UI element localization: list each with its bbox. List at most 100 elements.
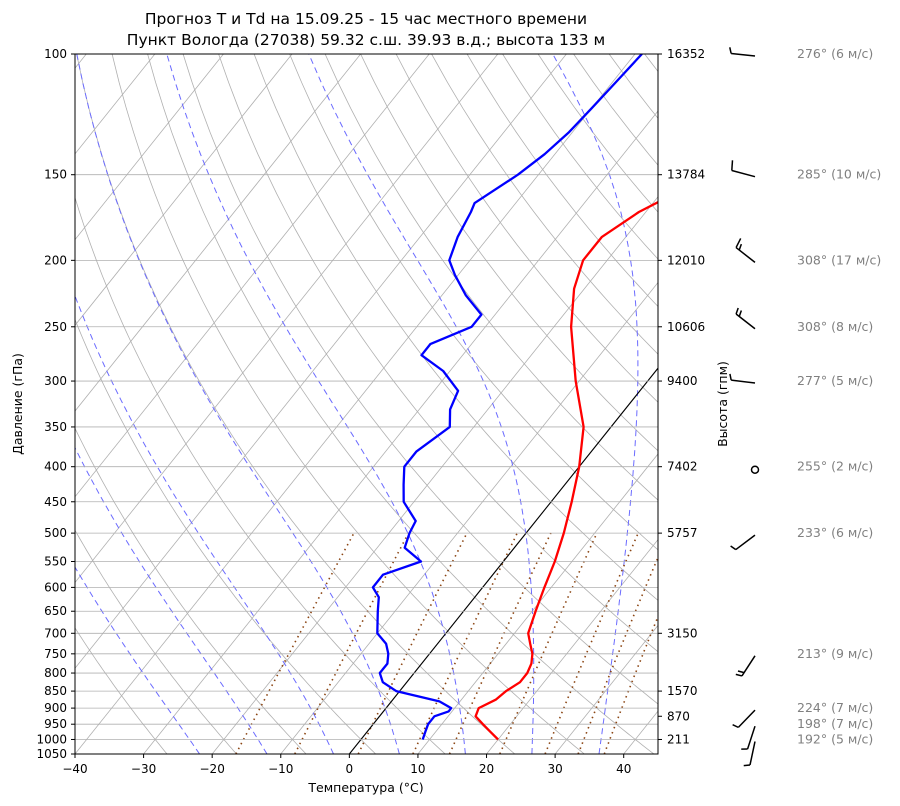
plot-frame bbox=[74, 53, 659, 755]
wind-label: 213° (9 м/с) bbox=[797, 646, 873, 661]
mixing-ratio-line bbox=[412, 532, 518, 754]
wind-barb bbox=[729, 47, 756, 57]
isotherm-line bbox=[554, 624, 658, 754]
dry-adiabat bbox=[111, 54, 585, 754]
y-tick-label: 300 bbox=[44, 374, 67, 388]
barb-feather bbox=[743, 764, 751, 767]
barb-staff bbox=[731, 169, 756, 178]
barb-feather bbox=[730, 545, 737, 551]
barb-feather bbox=[737, 670, 745, 674]
wind-barb bbox=[735, 238, 756, 263]
barb-feather bbox=[729, 47, 732, 54]
x-tick-label: 40 bbox=[616, 762, 631, 776]
wind-label: 198° (7 м/с) bbox=[797, 716, 873, 731]
wind-barb bbox=[743, 741, 756, 767]
barb-feather bbox=[735, 238, 742, 248]
y-tick-label: 350 bbox=[44, 420, 67, 434]
barb-feather bbox=[731, 160, 734, 171]
moist-adiabat bbox=[308, 54, 535, 754]
y-axis-label: Давление (гПа) bbox=[10, 353, 25, 455]
y-tick-label: 700 bbox=[44, 626, 67, 640]
barb-staff bbox=[749, 741, 756, 766]
height-axis: 16352 13784 12010 10606 9400 7402 5757 3150 1570… bbox=[658, 47, 705, 746]
barb-staff bbox=[735, 534, 756, 551]
x-axis: −40 −30 −20 −10 0 10 20 30 40 bbox=[62, 754, 631, 776]
zero-isotherm-line bbox=[348, 367, 658, 754]
height-tick-label: 870 bbox=[667, 709, 690, 723]
wind-barb bbox=[741, 725, 756, 750]
wind-barb bbox=[750, 465, 760, 474]
height-tick-label: 12010 bbox=[667, 253, 705, 267]
mixing-ratio-line bbox=[544, 532, 639, 754]
moist-adiabat bbox=[75, 446, 268, 754]
y-tick-label: 150 bbox=[44, 168, 67, 182]
barb-feather bbox=[735, 673, 743, 677]
y-tick-label: 950 bbox=[44, 717, 67, 731]
barb-feather bbox=[738, 310, 743, 317]
barb-feather bbox=[738, 243, 743, 251]
wind-barb bbox=[735, 307, 756, 330]
dry-adiabat bbox=[76, 54, 516, 754]
dry-adiabat bbox=[75, 196, 446, 754]
dry-adiabat bbox=[395, 54, 658, 403]
y-tick-label: 750 bbox=[44, 647, 67, 661]
isotherm-line bbox=[75, 54, 361, 412]
x-tick-label: 10 bbox=[410, 762, 425, 776]
barb-feather bbox=[732, 723, 739, 729]
moist-adiabat bbox=[76, 54, 400, 754]
pressure-gridlines bbox=[75, 54, 658, 754]
chart-title-line1: Прогноз T и Td на 15.09.25 - 15 час мест… bbox=[145, 10, 587, 28]
height-tick-label: 10606 bbox=[667, 320, 705, 334]
wind-label: 192° (5 м/с) bbox=[797, 731, 873, 746]
moist-adiabat bbox=[552, 54, 639, 754]
height-axis-label: Высота (гпм) bbox=[715, 361, 730, 447]
y-tick-label: 450 bbox=[44, 495, 67, 509]
isotherm-line bbox=[486, 539, 658, 754]
height-tick-label: 9400 bbox=[667, 374, 698, 388]
y-tick-label: 200 bbox=[44, 253, 67, 267]
mixing-ratio-line bbox=[235, 532, 355, 754]
moist-adiabat bbox=[75, 294, 334, 754]
isotherm-line bbox=[211, 196, 658, 754]
x-axis-label: Температура (°C) bbox=[307, 780, 423, 795]
height-tick-label: 3150 bbox=[667, 626, 698, 640]
dry-adiabat bbox=[182, 54, 658, 705]
y-tick-label: 250 bbox=[44, 320, 67, 334]
barb-staff bbox=[731, 379, 756, 384]
mixing-ratio-line bbox=[294, 532, 410, 754]
height-tick-label: 5757 bbox=[667, 526, 698, 540]
x-tick-label: −30 bbox=[131, 762, 156, 776]
y-axis: 100 150 200 250 300 350 400 450 500 550 600 650 700 7… bbox=[36, 47, 75, 761]
dry-adiabat bbox=[75, 427, 307, 754]
dry-adiabat bbox=[75, 318, 376, 754]
barb-feather bbox=[729, 373, 732, 381]
dry-adiabat bbox=[324, 54, 658, 501]
y-tick-label: 1000 bbox=[36, 732, 67, 746]
isotherm-line bbox=[75, 54, 567, 669]
height-tick-label: 1570 bbox=[667, 684, 698, 698]
wind-label: 276° (6 м/с) bbox=[797, 46, 873, 61]
mixing-ratio-line bbox=[357, 532, 468, 754]
y-tick-label: 1050 bbox=[36, 747, 67, 761]
wind-label: 277° (5 м/с) bbox=[797, 373, 873, 388]
wind-label: 308° (8 м/с) bbox=[797, 319, 873, 334]
isotherm-line bbox=[143, 110, 658, 754]
chart-title-line2: Пункт Вологда (27038) 59.32 с.ш. 39.93 в… bbox=[127, 31, 605, 49]
wind-barbs: 192° (5 м/с)198° (7 м/с)224° (7 м/с) 213°… bbox=[729, 46, 881, 767]
moist-adiabat bbox=[75, 566, 201, 754]
dry-adiabat bbox=[431, 54, 658, 355]
wind-label: 255° (2 м/с) bbox=[797, 459, 873, 474]
dry-adiabat bbox=[75, 529, 237, 754]
y-tick-label: 550 bbox=[44, 555, 67, 569]
dewpoint-line bbox=[371, 54, 643, 740]
x-tick-label: 20 bbox=[479, 762, 494, 776]
wind-barb bbox=[729, 373, 756, 384]
barb-staff bbox=[737, 709, 756, 728]
isotherm-line bbox=[75, 54, 430, 498]
dry-adiabat bbox=[75, 627, 168, 754]
wind-barb bbox=[730, 534, 756, 551]
moist-adiabat bbox=[166, 54, 466, 754]
height-tick-label: 211 bbox=[667, 732, 690, 746]
x-tick-label: 0 bbox=[346, 762, 354, 776]
